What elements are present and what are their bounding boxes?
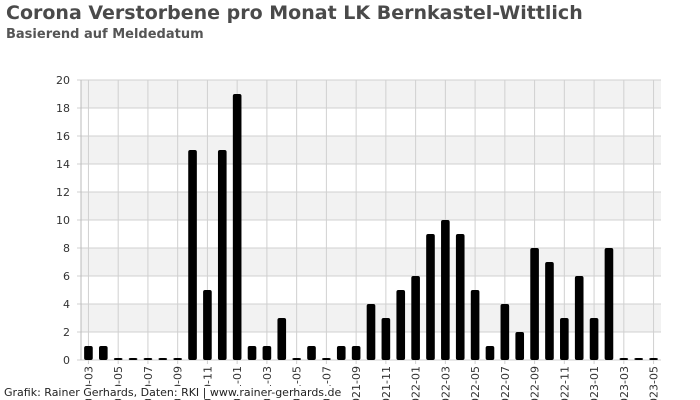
bar-2022-09 — [530, 248, 539, 360]
bar-2022-01 — [411, 276, 420, 360]
bar-2023-04 — [634, 358, 644, 360]
x-tick-label: 2022-11 — [558, 366, 571, 400]
bar-2020-04 — [98, 346, 108, 360]
bar-2022-11 — [560, 318, 569, 360]
y-tick-label: 2 — [63, 326, 70, 339]
bar-2023-02 — [604, 248, 614, 360]
bar-2021-07 — [322, 358, 331, 360]
y-tick-label: 8 — [63, 242, 70, 255]
bar-2022-03 — [441, 220, 450, 360]
y-tick-label: 12 — [56, 186, 70, 199]
grid-band — [81, 248, 661, 276]
y-tick-label: 0 — [63, 354, 70, 367]
chart-title: Corona Verstorbene pro Monat LK Bernkast… — [6, 2, 583, 24]
bar-2021-04 — [277, 318, 287, 360]
bar-2021-02 — [247, 346, 257, 360]
bar-2020-10 — [188, 150, 197, 360]
y-tick-label: 10 — [56, 214, 70, 227]
grid-band — [81, 80, 661, 108]
x-tick-label: 2022-07 — [499, 366, 512, 400]
bar-2021-03 — [262, 346, 272, 360]
bar-2021-05 — [292, 358, 301, 360]
x-tick-label: 2021-09 — [350, 366, 363, 400]
y-tick-label: 16 — [56, 130, 70, 143]
bar-2020-03 — [84, 346, 93, 360]
bar-2020-05 — [113, 358, 123, 360]
bar-2022-06 — [485, 346, 495, 360]
bar-2021-11 — [381, 318, 391, 360]
x-tick-label: 2021-11 — [380, 366, 393, 400]
bar-2022-10 — [545, 262, 554, 360]
bar-2020-06 — [128, 358, 138, 360]
bar-2022-07 — [500, 304, 510, 360]
x-tick-label: 2022-09 — [529, 366, 542, 400]
x-tick-label: 2023-01 — [588, 366, 601, 400]
bar-2021-12 — [396, 290, 406, 360]
grid-band — [81, 136, 661, 164]
background-bands — [81, 80, 661, 332]
bar-2020-08 — [158, 358, 168, 360]
source-credit: Grafik: Rainer Gerhards, Daten: RKI | ww… — [4, 386, 345, 399]
bar-2020-11 — [203, 290, 212, 360]
bar-2022-12 — [574, 276, 584, 360]
bar-2023-01 — [589, 318, 599, 360]
y-tick-label: 6 — [63, 270, 70, 283]
x-tick-label: 2022-03 — [439, 366, 452, 400]
bar-2020-12 — [217, 150, 227, 360]
bar-2020-09 — [173, 358, 182, 360]
y-tick-label: 20 — [56, 74, 70, 87]
bar-2022-02 — [426, 234, 435, 360]
bars — [84, 94, 658, 360]
x-tick-label: 2022-01 — [410, 366, 423, 400]
bar-2021-06 — [307, 346, 316, 360]
grid-band — [81, 192, 661, 220]
bar-2021-09 — [351, 346, 361, 360]
x-tick-label: 2023-03 — [618, 366, 631, 400]
bar-2022-05 — [470, 290, 480, 360]
y-tick-label: 18 — [56, 102, 70, 115]
bar-2020-07 — [143, 358, 153, 360]
bar-2021-10 — [366, 304, 376, 360]
bar-2023-05 — [649, 358, 658, 360]
bar-2022-08 — [515, 332, 525, 360]
bar-2022-04 — [455, 234, 465, 360]
y-tick-label: 4 — [63, 298, 70, 311]
bar-2021-08 — [336, 346, 346, 360]
y-axis-ticks: 0 2 4 6 8 10 12 14 16 18 20 — [56, 74, 70, 367]
x-tick-label: 2022-05 — [469, 366, 482, 400]
bar-2023-03 — [619, 358, 629, 360]
bar-2021-01 — [232, 94, 242, 360]
x-tick-label: 2023-05 — [648, 366, 661, 400]
chart-subtitle: Basierend auf Meldedatum — [6, 27, 204, 42]
y-tick-label: 14 — [56, 158, 70, 171]
